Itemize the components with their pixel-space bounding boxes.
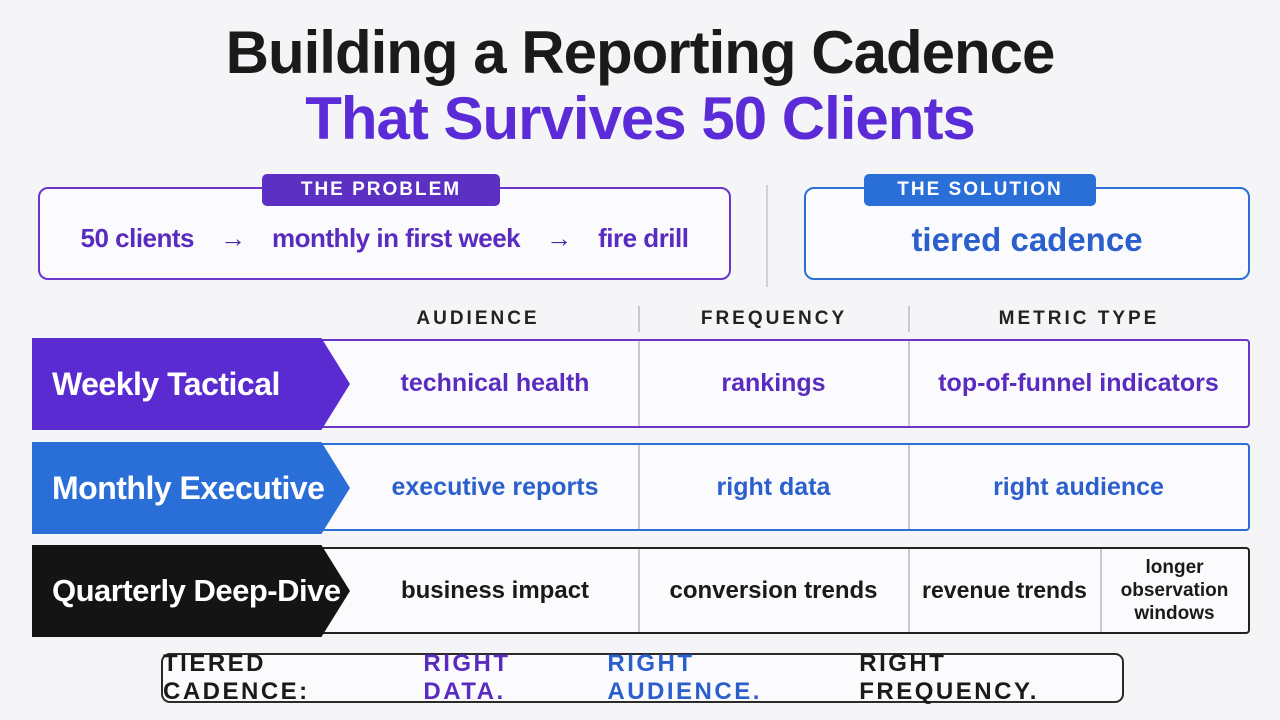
cell-metric-type: top-of-funnel indicators: [938, 369, 1219, 397]
cell-divider: [638, 445, 640, 529]
footer-right-frequency: RIGHT FREQUENCY.: [859, 650, 1039, 705]
cell-frequency: right data: [716, 472, 831, 501]
cell-metric-type-extra: longer observation windows: [1120, 557, 1229, 624]
column-header-divider: [638, 306, 640, 332]
cell-divider: [908, 445, 910, 529]
problem-step-1: 50 clients: [80, 223, 195, 253]
column-header-frequency: FREQUENCY: [700, 308, 848, 329]
row-label-monthly-executive: Monthly Executive: [32, 442, 350, 534]
row-weekly-tactical: [317, 339, 1250, 428]
problem-flow: 50 clients → monthly in first week → fir…: [40, 223, 729, 254]
column-header-metric-type: METRIC TYPE: [998, 308, 1160, 329]
footer-right-data: RIGHT DATA.: [423, 650, 511, 705]
row-monthly-executive: [317, 443, 1250, 531]
page-subtitle: That Survives 50 Clients: [305, 85, 976, 152]
cell-divider: [638, 341, 640, 426]
cell-divider: [638, 549, 640, 632]
cell-divider: [1100, 549, 1102, 632]
arrow-right-icon: →: [220, 223, 247, 253]
column-header-divider: [908, 306, 910, 332]
row-quarterly-deep-dive: [317, 547, 1250, 634]
cell-metric-type: revenue trends: [922, 577, 1087, 603]
problem-step-2: monthly in first week: [272, 223, 521, 253]
cell-audience: business impact: [400, 576, 590, 604]
problem-tag: THE PROBLEM: [262, 174, 500, 206]
problem-box: THE PROBLEM 50 clients → monthly in firs…: [38, 174, 731, 280]
solution-tag: THE SOLUTION: [864, 174, 1096, 206]
section-divider: [766, 185, 768, 287]
cell-audience: technical health: [400, 369, 590, 397]
cell-divider: [908, 549, 910, 632]
problem-step-3: fire drill: [598, 223, 689, 253]
footer-banner: TIERED CADENCE: RIGHT DATA. RIGHT AUDIEN…: [161, 650, 1124, 705]
page-title: Building a Reporting Cadence: [225, 19, 1056, 86]
column-header-audience: AUDIENCE: [416, 308, 540, 329]
footer-right-audience: RIGHT AUDIENCE.: [607, 650, 762, 705]
solution-text: tiered cadence: [911, 221, 1143, 258]
cell-metric-type: right audience: [993, 472, 1164, 501]
row-label-weekly-tactical: Weekly Tactical: [32, 338, 350, 430]
cell-divider: [908, 341, 910, 426]
footer-lead: TIERED CADENCE:: [163, 650, 310, 705]
cell-frequency: rankings: [721, 369, 826, 397]
solution-box: THE SOLUTION tiered cadence: [804, 174, 1250, 280]
cell-frequency: conversion trends: [669, 576, 878, 604]
arrow-right-icon: →: [546, 223, 573, 253]
row-label-quarterly-deep-dive: Quarterly Deep-Dive: [32, 545, 350, 637]
cell-audience: executive reports: [391, 472, 599, 501]
